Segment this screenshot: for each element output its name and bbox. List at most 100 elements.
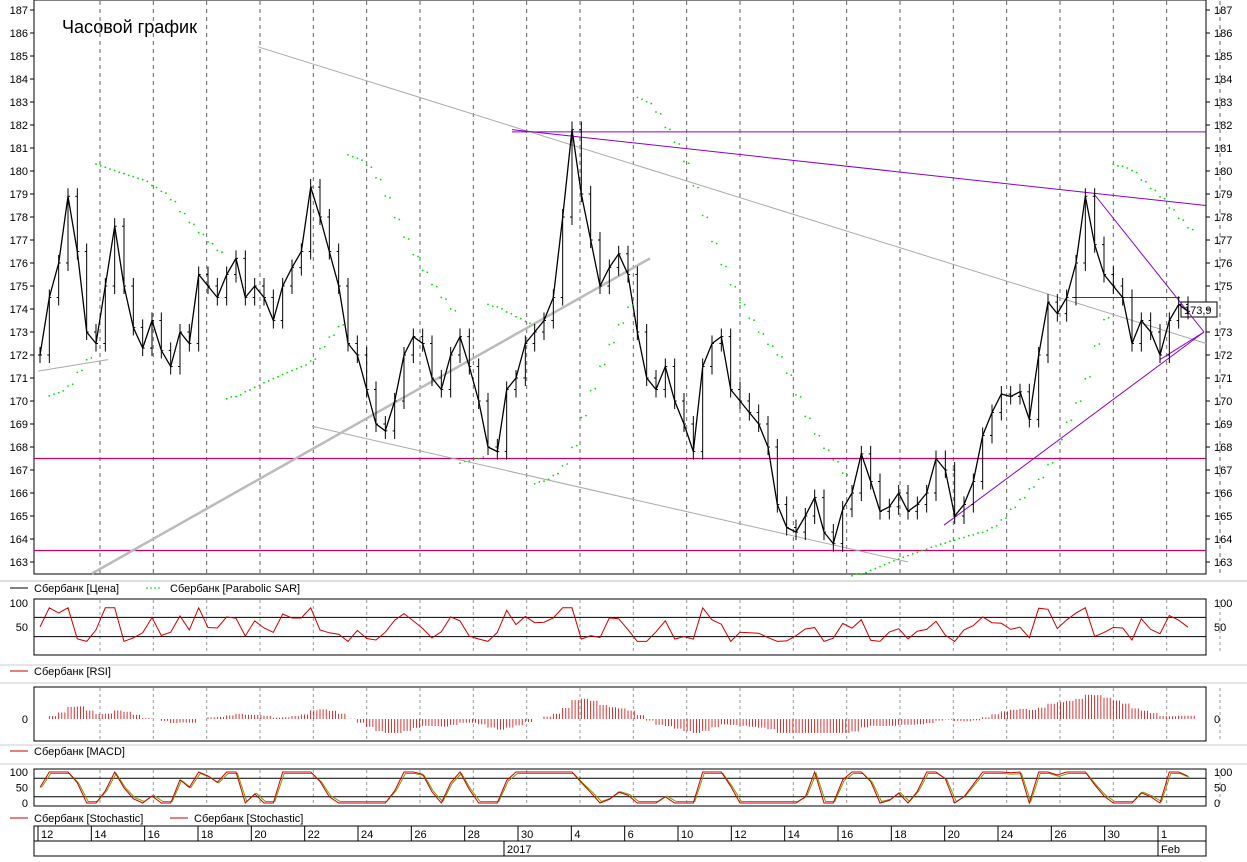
- sar-dot: [883, 563, 886, 566]
- chart-marks: 12 14 16 18 20 22 24 26 28 30 4 6 10 12 14 16 18 20 24 26 30…: [10, 1, 1232, 841]
- y-tick-label-right: 180: [1214, 166, 1232, 178]
- sar-dot: [1093, 344, 1096, 347]
- y-tick-label-right: 184: [1214, 74, 1232, 86]
- sar-dot: [473, 458, 475, 460]
- sar-dot: [505, 311, 508, 313]
- sar-dot: [627, 306, 629, 309]
- y-tick-label-left: 180: [10, 166, 28, 178]
- stoch-panel-frame: [33, 768, 1207, 807]
- sar-dot: [123, 172, 125, 175]
- sar-dot: [365, 164, 368, 167]
- sar-dot: [613, 341, 615, 344]
- sar-dot: [1177, 217, 1180, 220]
- x-tick-label: 30: [521, 829, 533, 841]
- sar-dot: [1126, 167, 1129, 169]
- sar-dot: [221, 251, 223, 254]
- sar-dot: [151, 184, 153, 187]
- x-tick-label: 14: [94, 829, 106, 841]
- sar-dot: [669, 128, 671, 131]
- sar-dot: [244, 390, 247, 393]
- y-tick-label-left: 182: [10, 120, 28, 132]
- sar-dot: [953, 539, 956, 542]
- sar-dot: [277, 375, 279, 378]
- sar-dot: [155, 186, 158, 189]
- sar-dot: [347, 154, 349, 156]
- sar-dot: [799, 395, 802, 398]
- sar-dot: [1037, 478, 1040, 481]
- sar-dot: [1117, 165, 1119, 167]
- y-tick-label-right: 177: [1214, 235, 1232, 247]
- macd-y-tick-left: 0: [22, 714, 28, 726]
- sar-dot: [617, 323, 620, 326]
- sar-dot: [925, 548, 928, 551]
- sar-dot: [641, 98, 643, 101]
- x-tick-label: 20: [948, 829, 960, 841]
- sar-dot: [659, 112, 662, 115]
- sar-dot: [328, 336, 331, 339]
- y-tick-label-right: 187: [1214, 5, 1232, 17]
- x-year-label: 2017: [507, 844, 531, 856]
- sar-dot: [921, 549, 923, 552]
- y-tick-label-right: 164: [1214, 534, 1232, 546]
- sar-dot: [566, 463, 569, 465]
- sar-dot: [1070, 419, 1073, 422]
- x-tick-label: 24: [1001, 829, 1013, 841]
- sar-dot: [603, 363, 606, 366]
- sar-dot: [85, 358, 88, 361]
- sar-dot: [571, 446, 573, 449]
- sar-dot: [463, 460, 466, 463]
- macd-y-tick-right: 0: [1214, 714, 1220, 726]
- sar-dot: [132, 175, 135, 178]
- sar-dot: [827, 449, 830, 452]
- sar-dot: [174, 200, 177, 203]
- short-trend-line: [37, 359, 109, 372]
- sar-dot: [1051, 461, 1054, 464]
- sar-dot: [445, 298, 447, 301]
- sar-dot: [678, 143, 681, 145]
- sar-dot: [249, 389, 251, 391]
- triangle-lower-line: [943, 331, 1205, 526]
- sar-dot: [454, 309, 457, 312]
- sar-dot: [272, 377, 275, 380]
- y-tick-label-left: 181: [10, 143, 28, 155]
- sar-dot: [1168, 207, 1171, 209]
- sar-dot: [734, 285, 737, 288]
- sar-dot: [412, 253, 415, 256]
- sar-dot: [496, 305, 499, 308]
- x-tick-label: 12: [41, 829, 53, 841]
- sar-dot: [1140, 179, 1143, 181]
- sar-dot: [949, 540, 951, 543]
- price-series-line: [39, 129, 1189, 545]
- rsi-legend: Сбербанк [RSI]: [10, 666, 111, 678]
- sar-dot: [986, 529, 989, 532]
- y-tick-label-right: 182: [1214, 120, 1232, 132]
- sar-dot: [295, 367, 298, 370]
- sar-dot: [594, 387, 597, 390]
- y-tick-label-left: 176: [10, 258, 28, 270]
- y-tick-label-left: 166: [10, 488, 28, 500]
- y-tick-label-left: 177: [10, 235, 28, 247]
- y-tick-label-left: 175: [10, 281, 28, 293]
- sar-dot: [972, 534, 975, 536]
- sar-dot: [225, 397, 228, 400]
- sar-dot: [90, 356, 93, 359]
- sar-dot: [286, 371, 289, 374]
- y-tick-label-right: 170: [1214, 396, 1232, 408]
- y-tick-label-right: 185: [1214, 51, 1232, 63]
- sar-dot: [207, 240, 209, 243]
- sar-dot: [216, 249, 219, 252]
- y-tick-label-left: 164: [10, 534, 28, 546]
- stoch-legend-label-2: Сбербанк [Stochastic]: [194, 813, 303, 825]
- sar-dot: [725, 265, 727, 268]
- x-tick-label: 24: [361, 829, 373, 841]
- y-tick-label-left: 185: [10, 51, 28, 63]
- sar-dot: [109, 168, 111, 171]
- sar-legend-label: Сбербанк [Parabolic SAR]: [170, 583, 300, 595]
- sar-dot: [757, 331, 760, 334]
- sar-dot: [398, 218, 401, 221]
- rsi-y-tick-left: 100: [10, 598, 28, 610]
- rsi-legend-label: Сбербанк [RSI]: [34, 666, 111, 678]
- y-tick-label-left: 173: [10, 327, 28, 339]
- sar-dot: [127, 174, 130, 177]
- sar-dot: [813, 432, 816, 435]
